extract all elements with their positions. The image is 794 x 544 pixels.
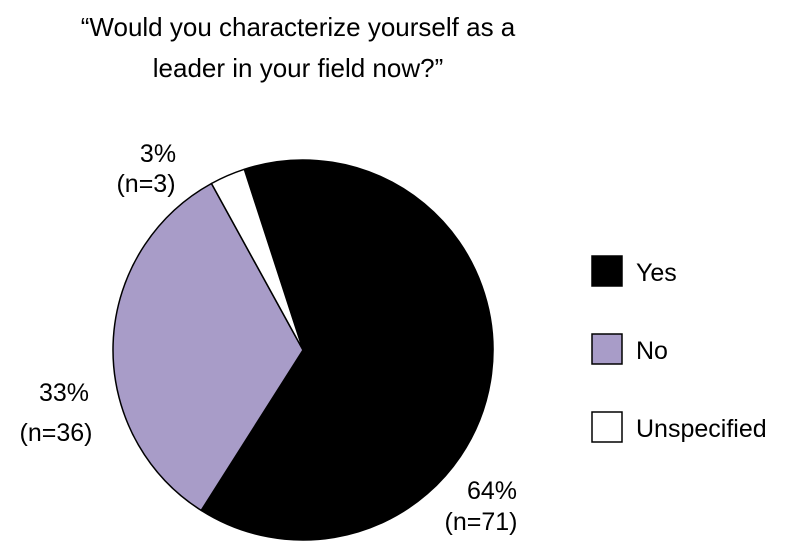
- pie-slice-no: [112, 182, 304, 512]
- chart-title-line-2: leader in your field now?”: [153, 53, 444, 83]
- pie-slices: [112, 159, 494, 541]
- legend-label-no: No: [636, 337, 668, 365]
- legend-label-yes: Yes: [636, 259, 677, 287]
- legend: Yes No Unspecified: [591, 255, 767, 443]
- pie-slice-yes: [200, 159, 494, 541]
- chart-title-line-1: “Would you characterize yourself as a: [81, 12, 516, 42]
- slice-label-no-n: (n=36): [20, 419, 93, 447]
- slice-label-yes-pct: 64%: [467, 477, 517, 505]
- slice-label-unspecified-n: (n=3): [116, 170, 175, 198]
- legend-swatch-no: [591, 333, 623, 365]
- pie-slice-unspecified: [210, 168, 304, 351]
- slice-label-no-pct: 33%: [39, 379, 89, 407]
- legend-label-unspecified: Unspecified: [636, 415, 767, 443]
- legend-swatch-yes: [591, 255, 623, 287]
- slice-labels: 3% (n=3) 33% (n=36) 64% (n=71): [20, 140, 518, 536]
- slice-label-yes-n: (n=71): [445, 508, 518, 536]
- chart-title: “Would you characterize yourself as a le…: [81, 12, 516, 83]
- legend-swatch-unspecified: [591, 411, 623, 443]
- slice-label-unspecified-pct: 3%: [140, 140, 176, 168]
